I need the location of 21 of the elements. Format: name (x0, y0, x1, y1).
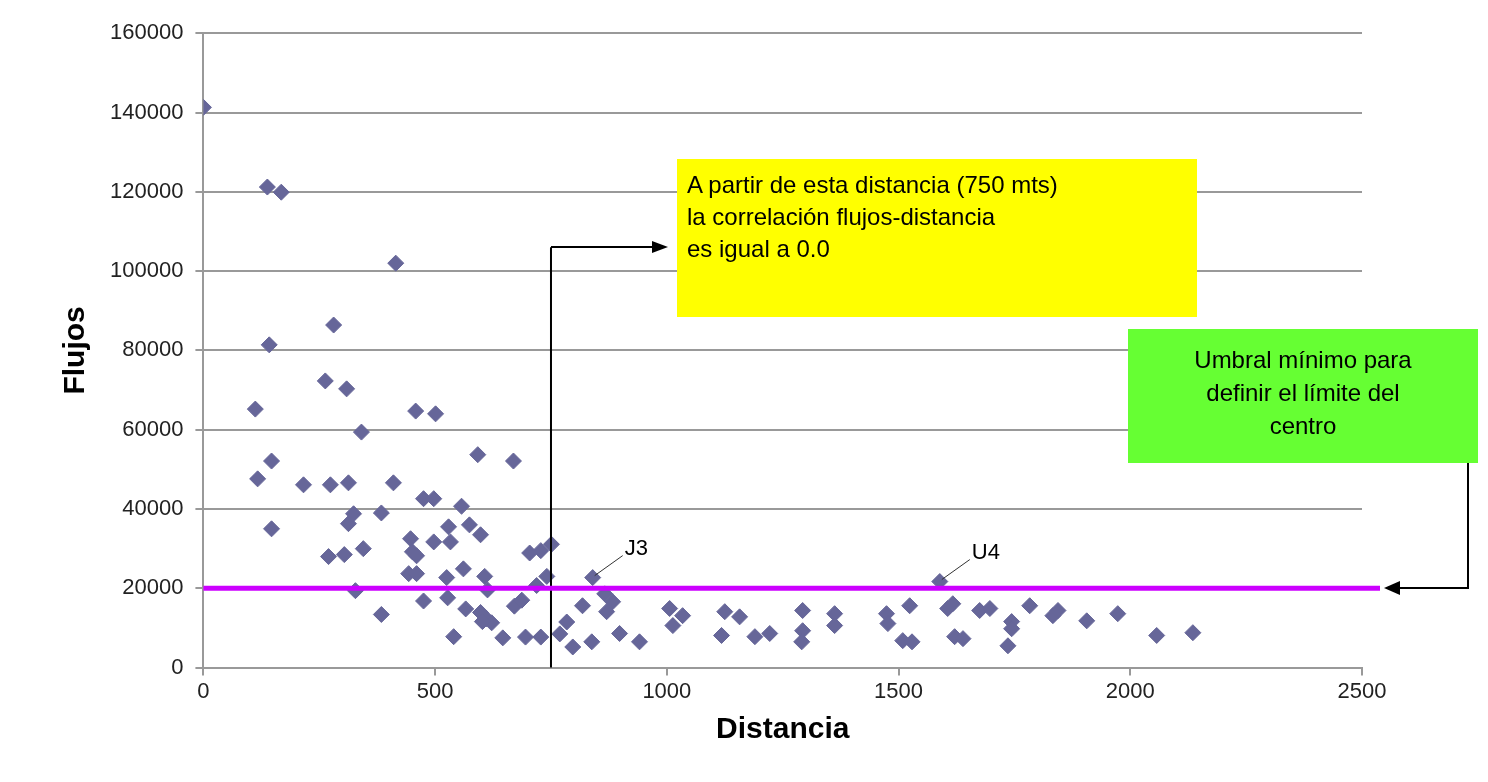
y-tick-label: 140000 (109, 98, 184, 124)
x-tick-label: 1000 (642, 677, 692, 703)
annotation: J3 (624, 534, 648, 560)
note-box: A partir de esta distancia (750 mts) la correlación flujos-distancia es igual a 0.0 (677, 159, 1197, 318)
y-tick-label: 100000 (109, 257, 184, 283)
x-tick-label: 2500 (1337, 677, 1387, 703)
y-tick-label: 20000 (122, 574, 184, 600)
y-tick-label: 120000 (109, 177, 184, 203)
y-tick-label: 80000 (122, 336, 184, 362)
x-axis-title: Distancia (716, 711, 850, 745)
y-axis-title: Flujos (57, 306, 91, 395)
x-tick-label: 1500 (874, 677, 924, 703)
annotation: U4 (971, 538, 1000, 564)
note-box: Umbral mínimo para definir el límite del centro (1128, 329, 1478, 464)
y-tick-label: 0 (171, 653, 184, 679)
x-tick-label: 500 (416, 677, 454, 703)
x-tick-label: 2000 (1105, 677, 1155, 703)
y-tick-label: 60000 (122, 415, 184, 441)
x-tick-label: 0 (197, 677, 210, 703)
y-tick-label: 160000 (109, 19, 184, 45)
y-tick-label: 40000 (122, 495, 184, 521)
